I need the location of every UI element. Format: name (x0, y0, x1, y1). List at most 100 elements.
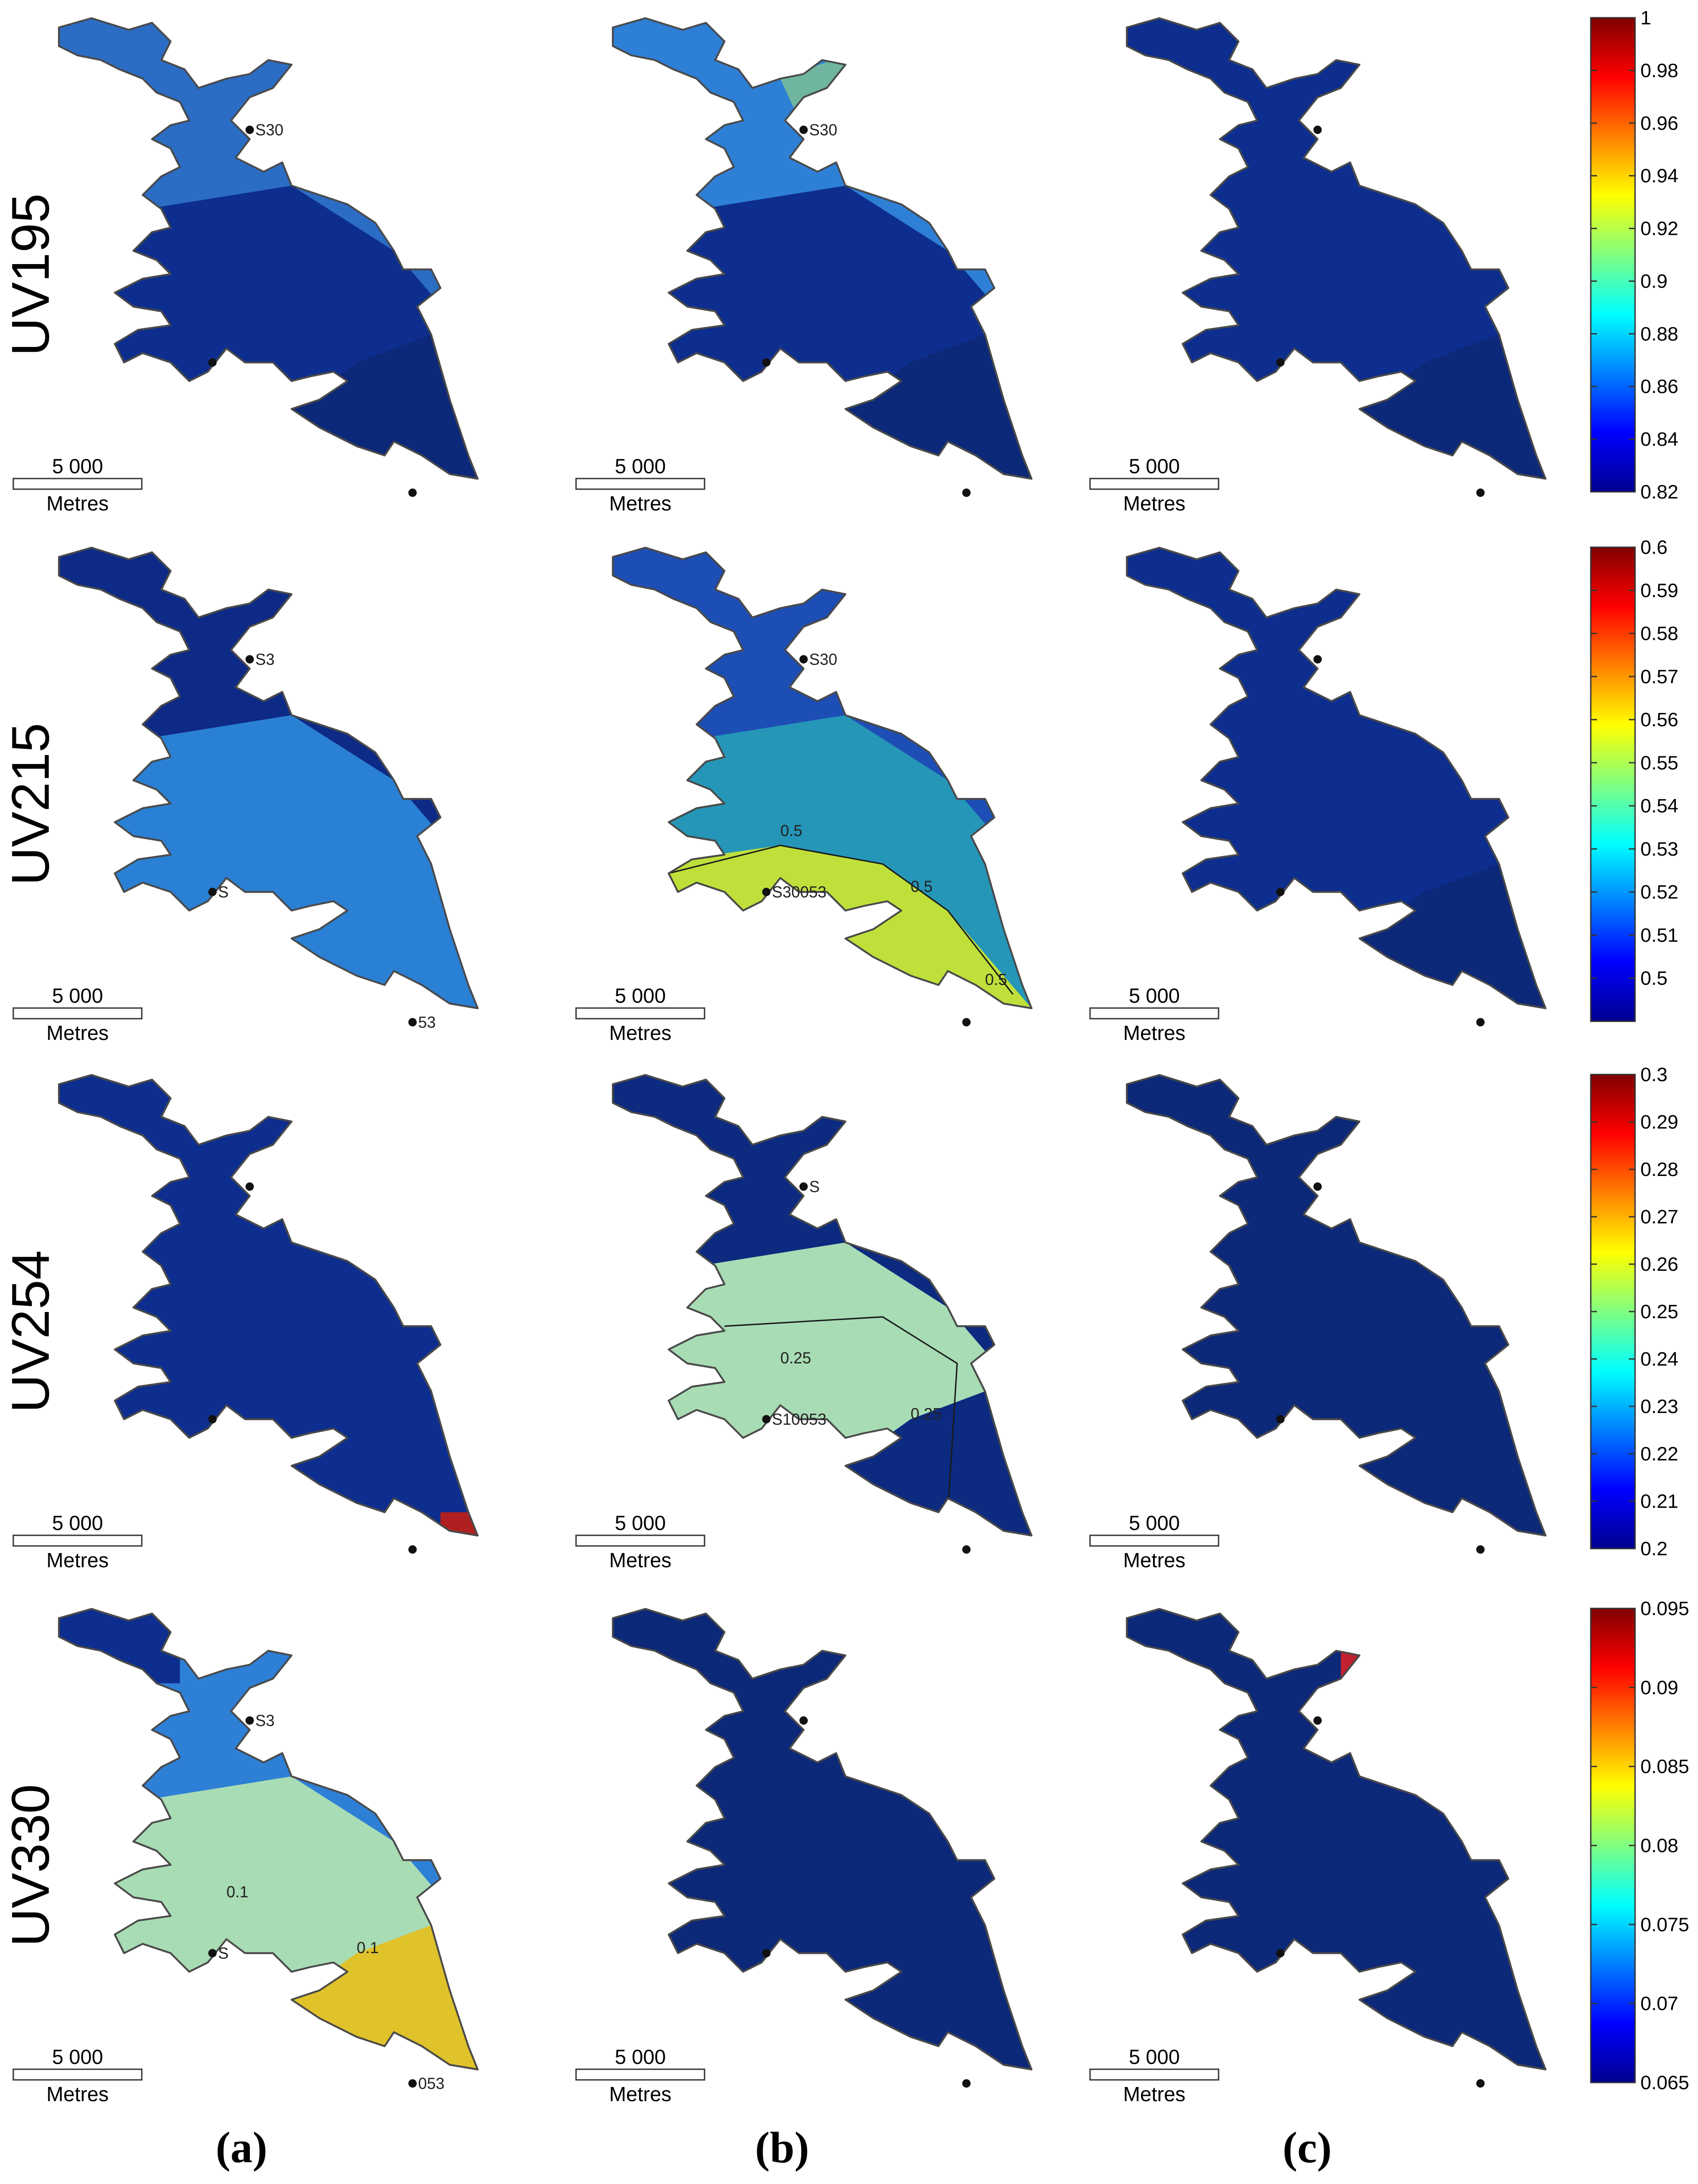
map-panel-uv195-a: S30 (31, 9, 496, 497)
colorbar-tick-label: 0.28 (1640, 1159, 1679, 1180)
scale-bar-unit: Metres (1123, 492, 1186, 515)
colorbar-tick-label: 0.88 (1640, 323, 1679, 345)
station-marker (799, 125, 808, 134)
colorbar-tick-label: 0.59 (1640, 580, 1679, 601)
colorbar-tick-label: 0.53 (1640, 838, 1679, 860)
map-panel-uv254-b: S S10053 0.25 0.25 (585, 1066, 1050, 1554)
station-marker (245, 655, 254, 664)
scale-bar-distance: 5 000 (1129, 2045, 1180, 2068)
colorbar-tick-label: 0.58 (1640, 623, 1679, 645)
scale-bar-distance: 5 000 (615, 455, 666, 478)
scale-bar-unit: Metres (47, 492, 109, 515)
station-marker (799, 655, 808, 664)
isoline-label: 0.5 (985, 971, 1007, 989)
scale-bar-distance: 5 000 (615, 1511, 666, 1534)
colorbar-tick-label: 0.075 (1640, 1914, 1689, 1935)
map-panel-uv330-b (585, 1600, 1050, 2088)
colorbar-tick-label: 0.3 (1640, 1064, 1667, 1086)
station-label: S30 (809, 651, 837, 669)
scale-bar-unit: Metres (1123, 1021, 1186, 1044)
station-marker (1313, 1182, 1322, 1191)
scale-bar: 5 000 Metres (575, 455, 705, 515)
station-label: S30053 (772, 884, 826, 901)
panel-label-a: (a) (216, 2123, 268, 2172)
colorbar-tick-label: 0.23 (1640, 1396, 1679, 1417)
isoline-label: 0.25 (911, 1405, 941, 1423)
scale-bar-unit: Metres (1123, 1549, 1186, 1572)
colorbar-tick-label: 0.085 (1640, 1756, 1689, 1778)
scale-bar: 5 000 Metres (12, 1511, 143, 1572)
colorbar-tick-label: 0.82 (1640, 481, 1679, 503)
scale-bar-distance: 5 000 (52, 2045, 103, 2068)
colorbar-gradient (1590, 1074, 1636, 1549)
station-marker (962, 1545, 971, 1554)
station-marker (245, 1182, 254, 1191)
station-marker (762, 358, 771, 367)
scale-bar-unit: Metres (47, 1021, 109, 1044)
station-marker (762, 888, 771, 896)
station-marker (208, 1415, 217, 1424)
station-marker (408, 1018, 417, 1027)
zone-extra (440, 1512, 478, 1536)
station-marker (1313, 125, 1322, 134)
map-panel-uv215-a: S3 S 53 (31, 538, 496, 1032)
station-label: S30 (809, 121, 837, 139)
colorbar-tick-label: 0.2 (1640, 1538, 1667, 1560)
station-label: S (218, 884, 229, 901)
isoline-label: 0.5 (780, 822, 802, 840)
scale-bar-unit: Metres (47, 1549, 109, 1572)
scale-bar: 5 000 Metres (1089, 455, 1219, 515)
station-label: S (218, 1945, 229, 1962)
map-panel-uv195-c (1099, 9, 1564, 497)
isoline (668, 845, 1014, 995)
map-panel-uv330-c (1099, 1600, 1564, 2088)
station-marker (762, 1949, 771, 1958)
station-marker (408, 488, 417, 497)
colorbar-tick-label: 0.98 (1640, 60, 1679, 82)
zone-extra (58, 1608, 180, 1683)
station-marker (1476, 488, 1485, 497)
colorbar-tick-label: 0.54 (1640, 795, 1679, 817)
scale-bar-distance: 5 000 (1129, 984, 1180, 1007)
scale-bar-unit: Metres (47, 2083, 109, 2106)
colorbar-tick-label: 0.5 (1640, 968, 1667, 989)
scale-bar-distance: 5 000 (1129, 1511, 1180, 1534)
station-marker (799, 1182, 808, 1191)
colorbar-uv195: 1 0.98 0.96 0.94 0.92 0.9 0.88 0.86 0.84 0.82 (1590, 7, 1679, 503)
panel-label-b: (b) (755, 2123, 809, 2172)
station-marker (1276, 1415, 1285, 1424)
scale-bar-distance: 5 000 (52, 984, 103, 1007)
colorbar-tick-label: 0.86 (1640, 376, 1679, 397)
colorbar-tick-label: 0.25 (1640, 1301, 1679, 1323)
scale-bar: 5 000 Metres (12, 2045, 143, 2106)
scale-bar-unit: Metres (609, 2083, 672, 2106)
scale-bar-unit: Metres (1123, 2083, 1186, 2106)
colorbar-tick-label: 0.56 (1640, 709, 1679, 731)
colorbar-uv254: 0.3 0.29 0.28 0.27 0.26 0.25 0.24 0.23 0.22 0.21 0… (1590, 1064, 1679, 1560)
station-marker (1313, 1716, 1322, 1725)
colorbar-tick-label: 0.21 (1640, 1491, 1679, 1512)
station-marker (245, 125, 254, 134)
station-marker (408, 1545, 417, 1554)
map-panel-uv254-c (1099, 1066, 1564, 1554)
colorbar-tick-label: 0.24 (1640, 1348, 1679, 1370)
scale-bar: 5 000 Metres (575, 2045, 705, 2106)
station-marker (1276, 888, 1285, 896)
scale-bar: 5 000 Metres (575, 984, 705, 1044)
station-label: S (809, 1178, 820, 1196)
colorbar-tick-label: 0.29 (1640, 1111, 1679, 1133)
scale-bar-distance: 5 000 (1129, 455, 1180, 478)
station-marker (962, 488, 971, 497)
row-label-uv195: UV195 (1, 194, 60, 356)
station-marker (208, 358, 217, 367)
scale-bar-unit: Metres (609, 492, 672, 515)
colorbar-tick-label: 0.095 (1640, 1598, 1689, 1620)
colorbar-tick-label: 0.92 (1640, 218, 1679, 240)
map-panel-uv254-a (31, 1066, 496, 1554)
scale-bar-distance: 5 000 (52, 1511, 103, 1534)
station-marker (1476, 1018, 1485, 1027)
station-marker (408, 2079, 417, 2088)
isoline-label: 0.5 (911, 878, 933, 895)
colorbar-uv215: 0.6 0.59 0.58 0.57 0.56 0.55 0.54 0.53 0.52 0.51 0… (1590, 537, 1679, 1022)
station-marker (1476, 2079, 1485, 2088)
